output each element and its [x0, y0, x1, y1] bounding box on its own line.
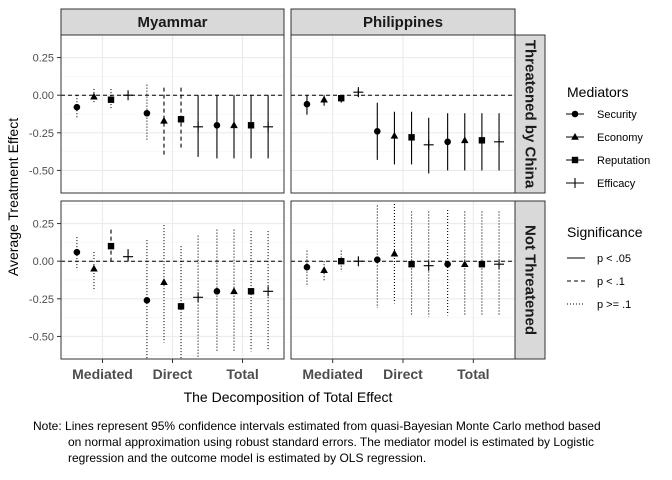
- point-efficacy: [123, 90, 134, 101]
- legend-significance: Significance p < .05 p < .1 p >= .1: [567, 224, 643, 311]
- y-tick-label: -0.50: [29, 331, 54, 343]
- point-security: [213, 121, 221, 129]
- figure-note: Note: Lines represent 95% confidence int…: [33, 418, 658, 466]
- x-tick-label: Mediated: [302, 366, 363, 382]
- legend-key-reputation: [571, 156, 579, 164]
- point-efficacy: [193, 121, 204, 132]
- point-security: [444, 138, 451, 146]
- legend-mediator-label: Efficacy: [597, 178, 636, 190]
- y-tick-label: 0.25: [33, 53, 54, 65]
- y-tick-label: 0.25: [33, 219, 54, 231]
- point-reputation: [478, 137, 486, 144]
- y-tick-label: -0.50: [29, 165, 54, 177]
- point-efficacy: [423, 260, 434, 271]
- point-security: [303, 100, 311, 108]
- point-efficacy: [263, 121, 274, 132]
- legend-key-economy: [571, 133, 579, 140]
- point-economy: [230, 121, 238, 129]
- legend-mediator-label: Security: [597, 109, 637, 121]
- point-economy: [320, 266, 328, 274]
- point-reputation: [177, 303, 185, 310]
- point-economy: [320, 95, 328, 103]
- point-efficacy: [423, 139, 434, 150]
- y-tick-label: 0.00: [33, 256, 54, 268]
- point-security: [73, 248, 81, 256]
- chart: Myammar Philippines Threatened by China Not…: [5, 8, 650, 405]
- point-economy: [90, 92, 98, 100]
- point-reputation: [107, 96, 115, 103]
- legend-key-efficacy: [570, 178, 580, 188]
- point-security: [213, 287, 221, 295]
- point-reputation: [338, 95, 345, 102]
- panel: [60, 34, 285, 194]
- y-tick-label: -0.25: [29, 294, 54, 306]
- row-strip-label: Not Threatened: [522, 225, 539, 335]
- point-economy: [160, 278, 168, 286]
- panel: [60, 200, 285, 360]
- point-security: [143, 109, 151, 117]
- point-security: [303, 263, 311, 271]
- point-security: [73, 103, 81, 111]
- legend-significance-label: p >= .1: [597, 299, 631, 311]
- point-efficacy: [494, 259, 505, 270]
- row-strip-label: Threatened by China: [522, 40, 539, 189]
- point-reputation: [478, 261, 486, 268]
- note-line-3: regression and the outcome model is esti…: [68, 451, 427, 465]
- point-economy: [90, 264, 98, 272]
- point-reputation: [247, 288, 255, 295]
- x-tick-label: Total: [457, 366, 489, 382]
- point-security: [373, 256, 381, 263]
- x-axis-title: The Decomposition of Total Effect: [184, 389, 393, 405]
- point-reputation: [408, 261, 415, 268]
- panel: [290, 200, 516, 360]
- column-strip: [290, 8, 516, 36]
- note-line-2: on normal approximation using robust sta…: [68, 435, 595, 449]
- legend-significance-title: Significance: [567, 224, 643, 240]
- panel-border: [60, 34, 285, 194]
- point-efficacy: [494, 136, 505, 147]
- column-strip-label: Myammar: [137, 14, 207, 31]
- legend-significance-label: p < .1: [597, 276, 625, 288]
- row-strip: [514, 200, 546, 360]
- legend-key-security: [571, 110, 579, 118]
- point-economy: [390, 131, 399, 139]
- point-security: [444, 260, 451, 268]
- point-reputation: [177, 116, 185, 123]
- legend-mediators: Mediators Security Economy Reputation Effica…: [566, 84, 650, 190]
- column-strip: [60, 8, 285, 36]
- point-efficacy: [353, 87, 364, 98]
- x-tick-label: Direct: [153, 366, 193, 382]
- panel: [290, 34, 516, 194]
- column-strip-label: Philippines: [363, 14, 443, 31]
- legend-mediator-label: Reputation: [597, 155, 650, 167]
- legend-mediator-label: Economy: [597, 132, 643, 144]
- x-tick-label: Direct: [383, 366, 423, 382]
- point-security: [373, 128, 381, 135]
- row-strip: [514, 34, 546, 194]
- panel-border: [290, 34, 516, 194]
- point-economy: [160, 116, 168, 124]
- point-security: [143, 297, 151, 304]
- x-tick-label: Total: [226, 366, 258, 382]
- point-reputation: [408, 134, 415, 141]
- point-reputation: [247, 122, 255, 129]
- legend-significance-label: p < .05: [597, 253, 631, 265]
- y-axis-title: Average Treatment Effect: [5, 118, 21, 276]
- point-efficacy: [193, 292, 204, 303]
- y-tick-label: 0.00: [33, 90, 54, 102]
- point-reputation: [338, 257, 345, 265]
- point-economy: [390, 249, 399, 257]
- point-efficacy: [353, 256, 364, 267]
- point-economy: [460, 136, 469, 144]
- point-efficacy: [263, 286, 274, 297]
- legend-mediators-title: Mediators: [567, 84, 628, 100]
- y-tick-label: -0.25: [29, 128, 54, 140]
- point-economy: [230, 287, 238, 295]
- point-economy: [460, 260, 469, 267]
- point-reputation: [107, 242, 115, 250]
- point-efficacy: [123, 251, 134, 262]
- x-tick-label: Mediated: [72, 366, 133, 382]
- note-line-1: Note: Lines represent 95% confidence int…: [33, 419, 601, 433]
